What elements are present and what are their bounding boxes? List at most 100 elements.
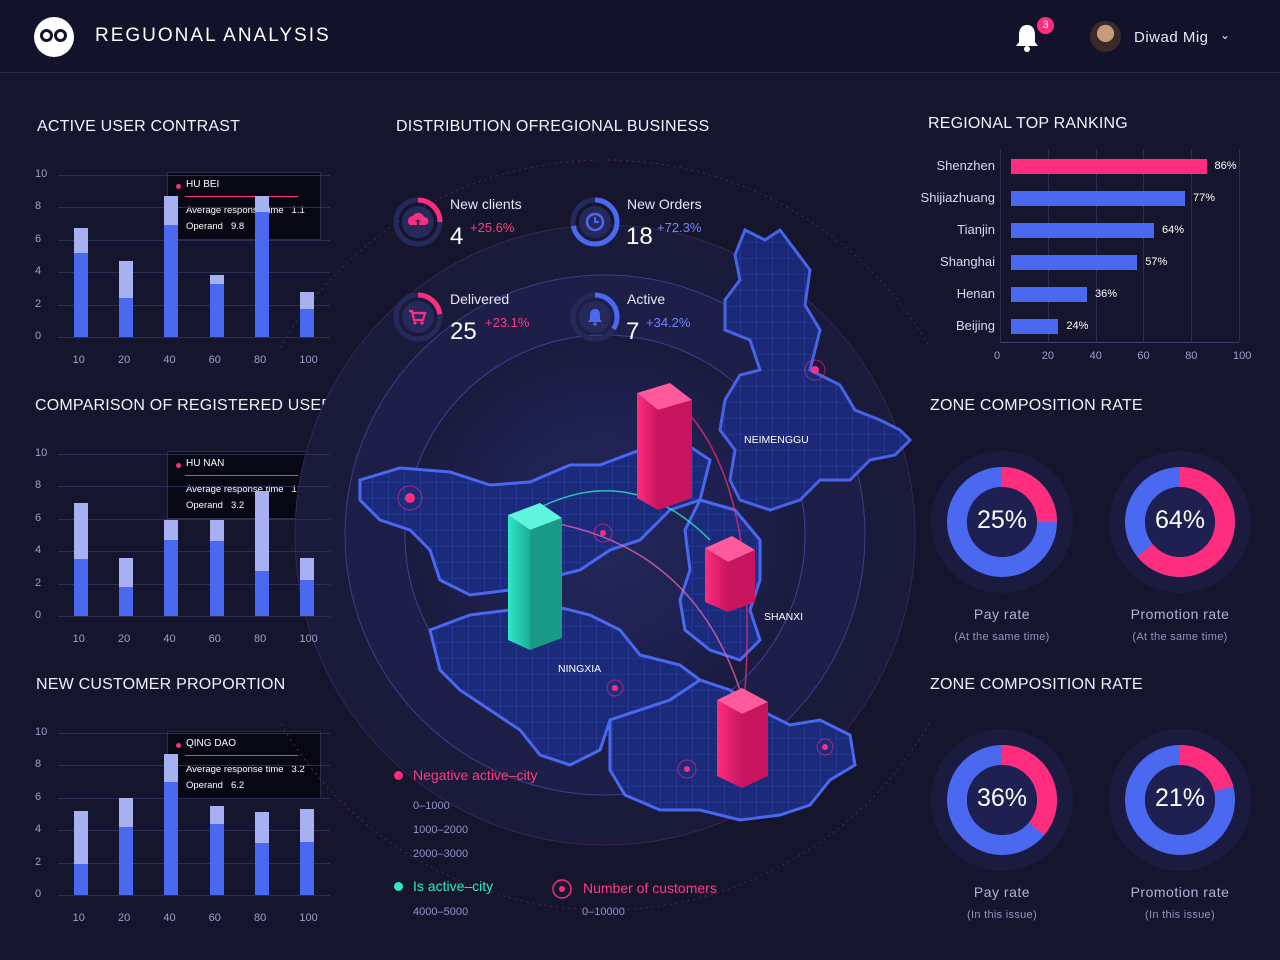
legend-customers-title: Number of customers [583, 880, 717, 896]
legend-range: 2000–3000 [413, 848, 469, 860]
kpi-new-orders-label: New Orders [627, 196, 702, 212]
y-tick-label: 2 [35, 855, 42, 868]
tooltip-value: 9.8 [230, 221, 245, 232]
chart-gridline [58, 551, 330, 553]
donut-value: 64% [1154, 506, 1206, 534]
x-tick-label: 10 [72, 633, 85, 645]
x-tick-label: 60 [208, 912, 221, 924]
tooltip-label: Operand [186, 500, 223, 511]
tooltip-value: 3.2 [291, 764, 305, 775]
legend-range: 0–10000 [582, 906, 625, 918]
ranking-gridline [1143, 150, 1145, 342]
legend-dot-active [394, 882, 403, 891]
zone-composition-title: ZONE COMPOSITION RATE [930, 397, 1143, 414]
ranking-label: Shenzhen [936, 158, 995, 173]
y-tick-label: 6 [35, 790, 42, 803]
ranking-bar [1011, 319, 1059, 334]
donut-sublabel: (In this issue) [1145, 909, 1215, 921]
x-tick-label: 0 [994, 350, 1001, 362]
map-marker-target-icon [816, 738, 834, 756]
kpi-active-change: +34.2% [646, 315, 691, 330]
map-marker-target-icon [804, 359, 826, 381]
y-tick-label: 8 [35, 758, 42, 771]
ranking-bar [1011, 255, 1138, 270]
ranking-label: Beijing [955, 318, 995, 333]
bar-value [73, 559, 88, 616]
legend-range: 1000–2000 [413, 824, 469, 836]
chart-gridline [58, 733, 330, 734]
ranking-axis [1000, 342, 1239, 343]
legend-target-icon [552, 879, 572, 899]
x-tick-label: 60 [208, 633, 221, 645]
ranking-label: Shanghai [940, 254, 995, 269]
x-tick-label: 40 [163, 912, 176, 924]
active-user-contrast-title: ACTIVE USER CONTRAST [37, 118, 241, 135]
app-logo-icon[interactable] [34, 17, 74, 57]
chart-gridline [58, 337, 330, 338]
donut-sublabel: (In this issue) [967, 909, 1037, 921]
kpi-delivered-change: +23.1% [485, 315, 530, 330]
y-tick-label: 4 [35, 544, 42, 557]
chart-gridline [58, 797, 330, 799]
notification-bell-icon[interactable] [1012, 22, 1042, 54]
x-tick-label: 60 [1137, 350, 1150, 362]
bar-value [73, 252, 88, 337]
y-tick-label: 10 [35, 447, 48, 459]
bar-value [255, 843, 269, 895]
x-tick-label: 20 [1041, 350, 1055, 362]
teal-3d-bar [508, 503, 562, 650]
x-tick-label: 60 [208, 354, 221, 366]
x-tick-label: 100 [299, 912, 318, 924]
x-tick-label: 100 [1233, 350, 1252, 362]
donut-chart [931, 451, 1073, 593]
bar-value [119, 586, 133, 616]
user-name[interactable]: Diwad Mig [1134, 29, 1209, 46]
tooltip-label: Operand [186, 221, 223, 232]
kpi-new-orders-change: +72.3% [657, 220, 702, 235]
donut-value: 25% [976, 506, 1028, 534]
y-tick-label: 8 [35, 479, 42, 492]
bar-value [255, 570, 269, 616]
kpi-new-clients-change: +25.6% [470, 220, 515, 235]
x-tick-label: 80 [254, 912, 267, 924]
legend-range: 4000–5000 [413, 906, 469, 918]
bar-value [73, 864, 88, 895]
kpi-new-clients-value: 4 [450, 223, 464, 250]
y-tick-label: 4 [35, 265, 42, 278]
bar-value [164, 225, 179, 337]
x-tick-label: 40 [163, 354, 176, 366]
donut-label: Pay rate [973, 606, 1031, 622]
kpi-new-clients-label: New clients [450, 196, 522, 212]
y-tick-label: 6 [35, 232, 42, 245]
y-tick-label: 0 [35, 330, 42, 342]
x-tick-label: 80 [1185, 350, 1198, 362]
bar-value [300, 841, 315, 895]
cloud-upload-icon [408, 212, 429, 226]
ranking-value: 24% [1066, 320, 1089, 332]
chart-gridline [58, 895, 330, 896]
tooltip-label: Average response time [186, 484, 284, 495]
chart-gridline [58, 207, 330, 209]
donut-sublabel: (At the same time) [954, 631, 1050, 643]
cart-icon [409, 309, 427, 325]
kpi-active-value: 7 [626, 318, 640, 345]
region-neimenggu[interactable] [718, 227, 913, 512]
y-tick-label: 2 [35, 297, 42, 310]
kpi-delivered-ring [393, 292, 443, 342]
kpi-delivered-value: 25 [450, 318, 477, 345]
bar-value [164, 539, 179, 616]
user-avatar[interactable] [1090, 21, 1121, 52]
y-tick-label: 2 [35, 576, 42, 589]
ranking-bar [1011, 159, 1207, 174]
x-tick-label: 20 [118, 354, 131, 366]
user-menu-chevron-icon[interactable]: ⌄ [1220, 28, 1231, 42]
y-tick-label: 8 [35, 200, 42, 213]
ranking-label: Tianjin [957, 222, 995, 237]
zone-composition-title: ZONE COMPOSITION RATE [930, 676, 1143, 693]
regional-ranking-title: REGIONAL TOP RANKING [928, 115, 1128, 132]
legend-active-title: Is active–city [413, 878, 494, 894]
legend-negative-title: Negative active–city [413, 767, 538, 783]
pink-3d-bar [717, 688, 768, 788]
donut-value: 36% [976, 784, 1028, 812]
tooltip-label: Average response time [186, 205, 284, 216]
